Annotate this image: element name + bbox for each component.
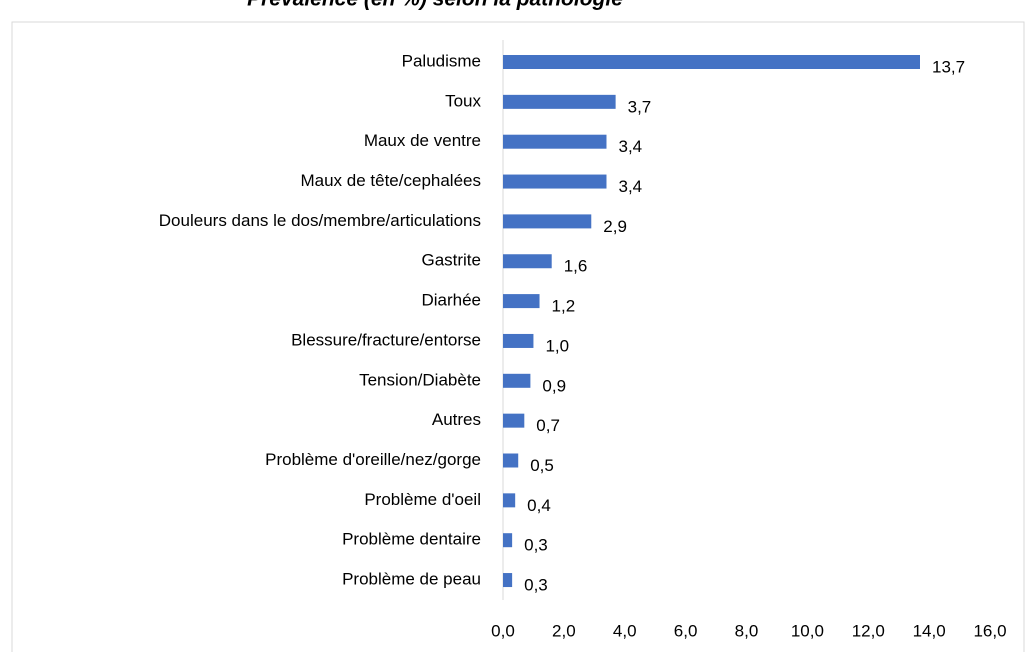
y-tick-label: Paludisme — [402, 51, 481, 70]
x-tick-label: 0,0 — [491, 621, 515, 640]
data-label: 0,7 — [536, 416, 560, 435]
x-tick-label: 12,0 — [852, 621, 885, 640]
bar — [503, 493, 516, 508]
data-label: 0,4 — [527, 496, 551, 515]
bar — [503, 174, 607, 189]
bar — [503, 573, 513, 588]
bar — [503, 294, 540, 309]
bar — [503, 333, 534, 348]
bar — [503, 94, 616, 109]
bar — [503, 453, 519, 468]
x-tick-label: 8,0 — [735, 621, 759, 640]
y-tick-label: Problème d'oreille/nez/gorge — [265, 450, 481, 469]
chart-title: Prévalence (en %) selon la pathologie — [247, 0, 623, 11]
x-tick-label: 2,0 — [552, 621, 576, 640]
y-tick-label: Diarhée — [421, 291, 481, 310]
y-tick-label: Toux — [445, 91, 481, 110]
data-label: 3,4 — [618, 177, 642, 196]
bar — [503, 134, 607, 149]
data-label: 1,0 — [545, 336, 569, 355]
x-tick-label: 4,0 — [613, 621, 637, 640]
chart-frame — [11, 21, 1025, 652]
y-tick-label: Problème dentaire — [342, 530, 481, 549]
data-label: 0,5 — [530, 456, 554, 475]
y-tick-label: Blessure/fracture/entorse — [291, 330, 481, 349]
data-label: 2,9 — [603, 217, 627, 236]
data-label: 1,6 — [564, 257, 588, 276]
x-tick-label: 10,0 — [791, 621, 824, 640]
y-tick-label: Douleurs dans le dos/membre/articulation… — [159, 211, 481, 230]
x-tick-label: 14,0 — [913, 621, 946, 640]
data-label: 3,7 — [628, 97, 652, 116]
y-tick-label: Problème d'oeil — [364, 490, 481, 509]
x-tick-label: 16,0 — [973, 621, 1006, 640]
y-tick-label: Problème de peau — [342, 570, 481, 589]
data-label: 3,4 — [618, 137, 642, 156]
y-tick-label: Tension/Diabète — [359, 370, 481, 389]
data-label: 0,3 — [524, 536, 548, 555]
data-label: 0,3 — [524, 576, 548, 595]
x-tick-label: 6,0 — [674, 621, 698, 640]
y-tick-label: Maux de tête/cephalées — [300, 171, 481, 190]
bar — [503, 413, 525, 428]
bar — [503, 214, 592, 229]
bar — [503, 373, 531, 388]
y-tick-label: Autres — [432, 410, 481, 429]
data-label: 13,7 — [932, 57, 965, 76]
data-label: 1,2 — [552, 297, 576, 316]
y-tick-label: Gastrite — [421, 251, 481, 270]
y-tick-label: Maux de ventre — [364, 131, 481, 150]
bar — [503, 533, 513, 548]
data-label: 0,9 — [542, 376, 566, 395]
bar — [503, 55, 920, 69]
bar — [503, 254, 552, 269]
